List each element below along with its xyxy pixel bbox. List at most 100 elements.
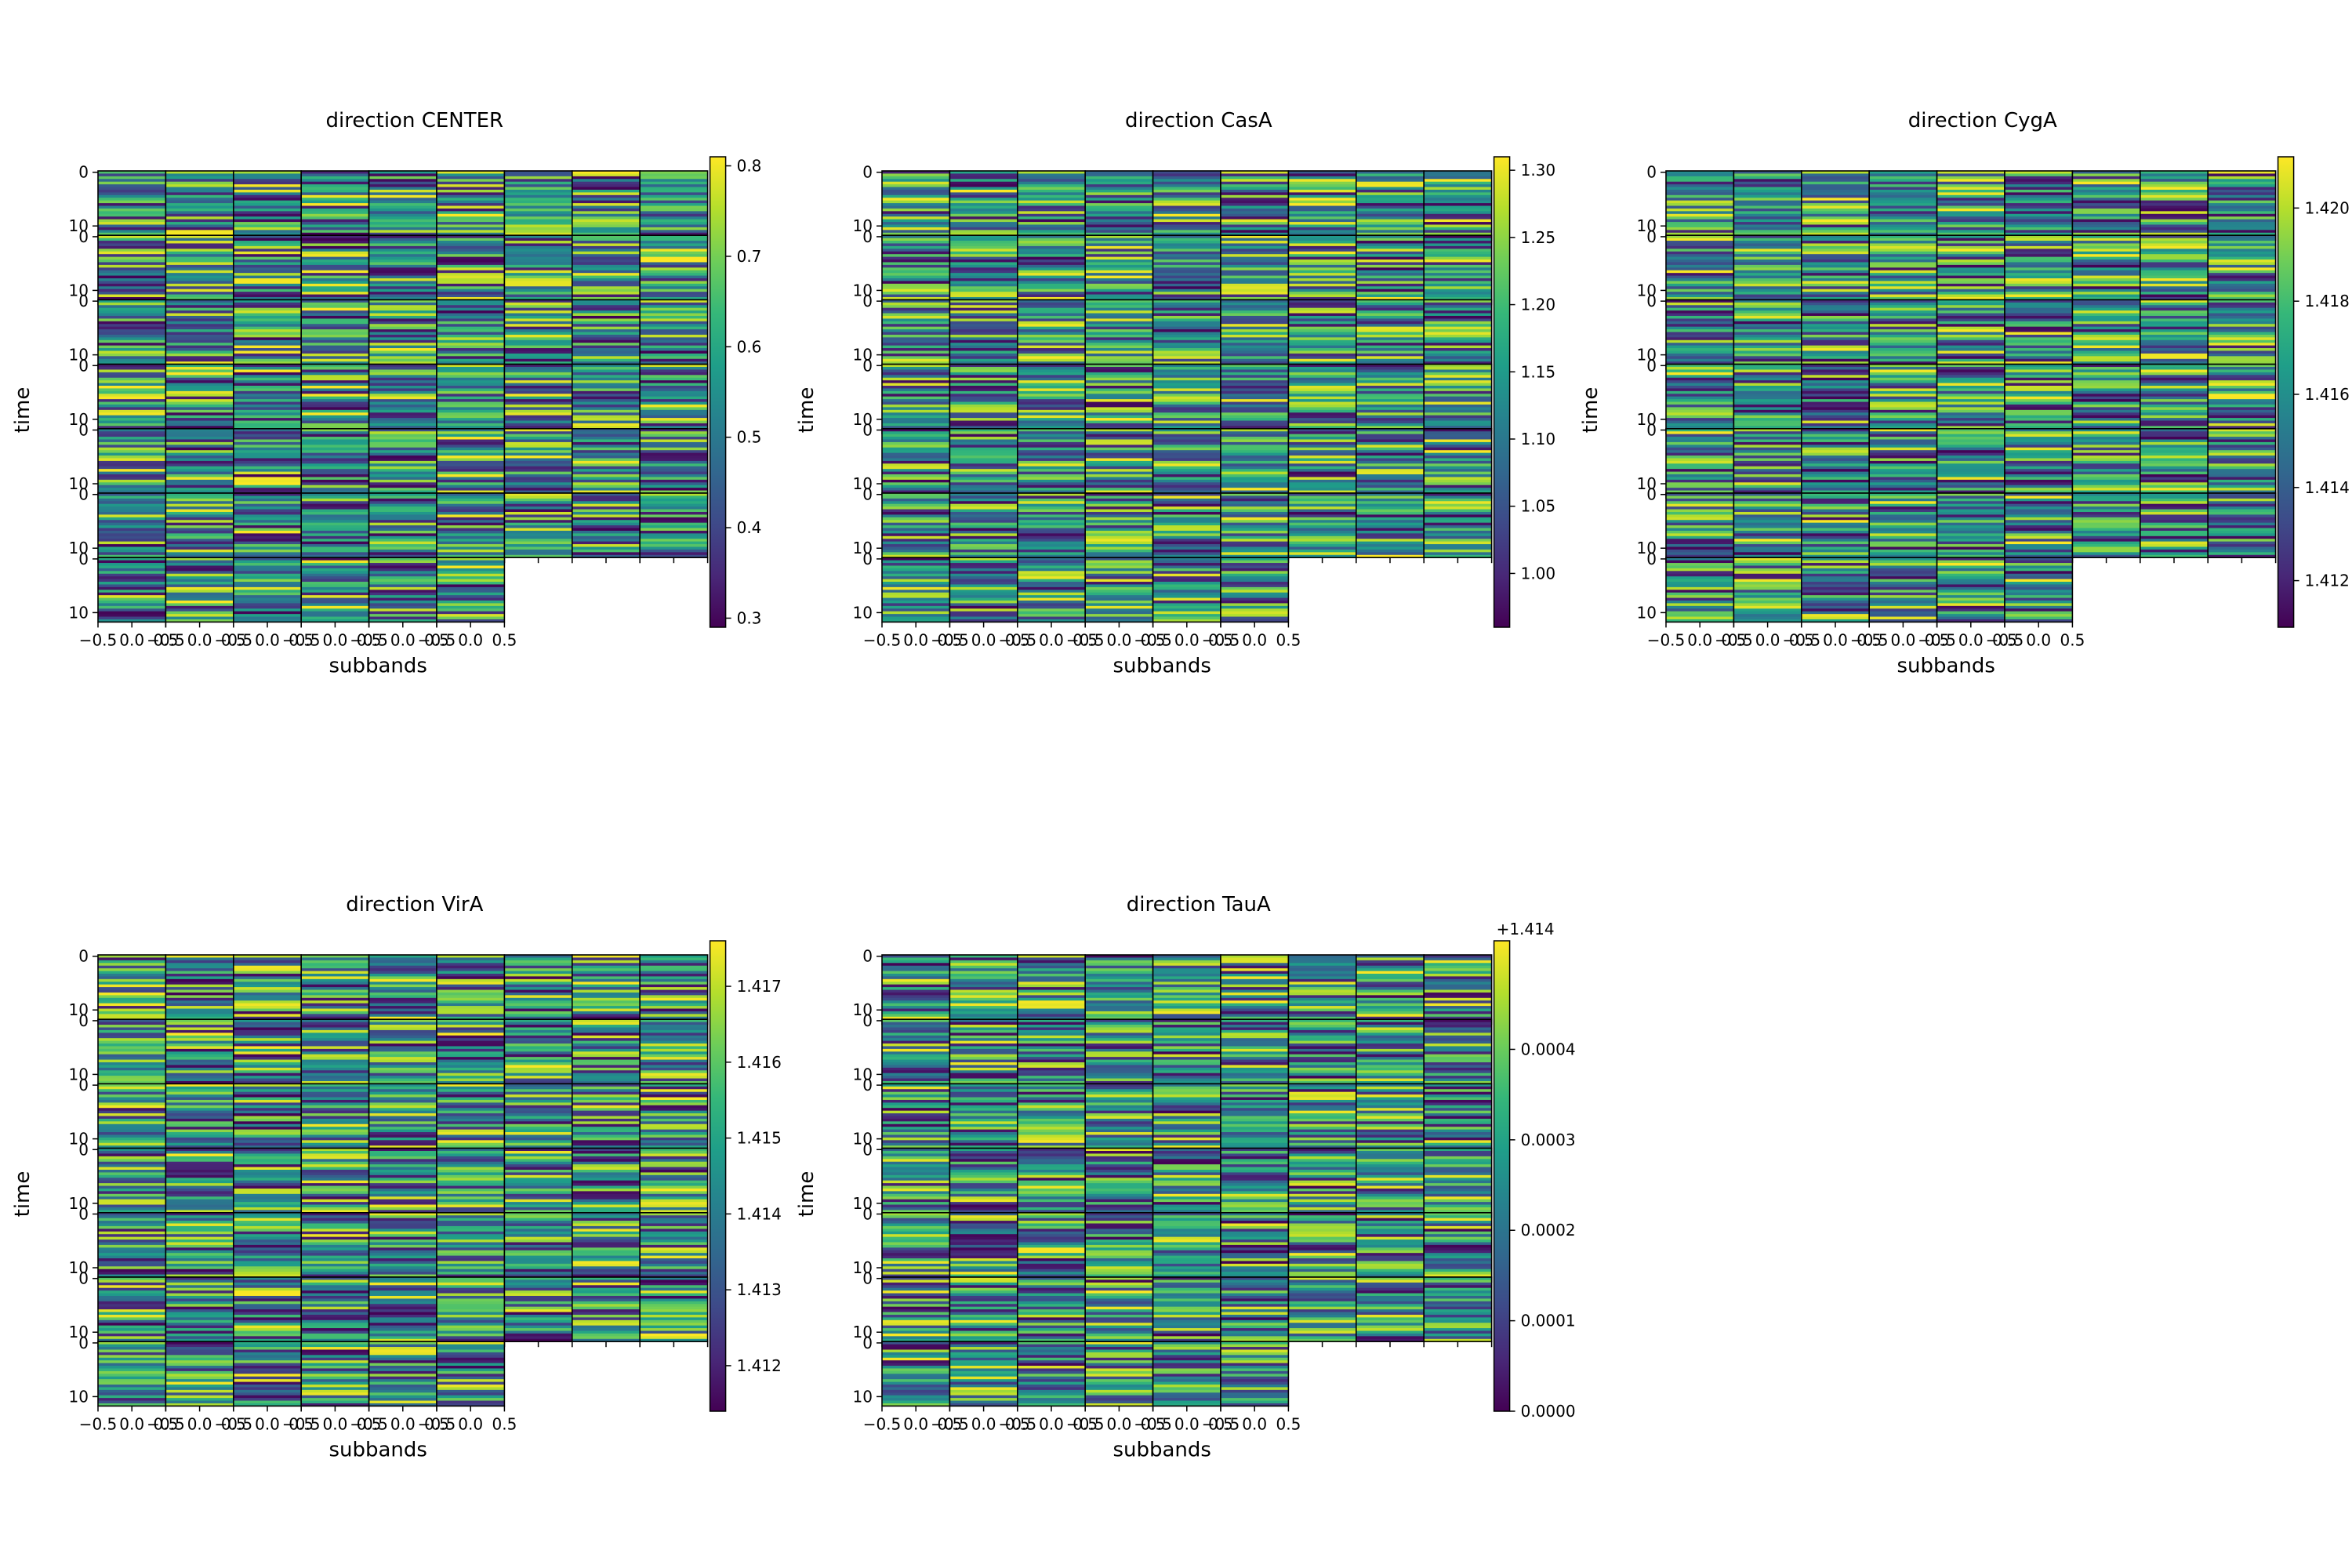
heatmap-cell: [1356, 189, 1425, 193]
heatmap-cell: [504, 329, 572, 332]
heatmap-cell: [165, 273, 234, 276]
heatmap-cell: [1356, 232, 1425, 236]
heatmap-cell: [2005, 181, 2073, 185]
heatmap-cell: [2208, 283, 2276, 287]
heatmap-cell: [368, 447, 437, 451]
heatmap-cell: [2140, 517, 2209, 521]
heatmap-cell: [2140, 488, 2209, 491]
heatmap-cell: [437, 477, 505, 481]
heatmap-cell: [2140, 286, 2209, 290]
heatmap-cell: [368, 321, 437, 325]
heatmap-cell: [1152, 530, 1221, 534]
heatmap-cell: [301, 222, 369, 225]
heatmap-cell: [949, 441, 1018, 445]
heatmap-cell: [1666, 498, 1734, 502]
heatmap-cell: [165, 388, 234, 392]
heatmap-cell: [1085, 485, 1153, 488]
heatmap-cell: [2140, 456, 2209, 459]
heatmap-cell: [2005, 273, 2073, 276]
heatmap-cell: [2072, 375, 2140, 379]
heatmap-cell: [1666, 409, 1734, 413]
heatmap-cell: [98, 535, 166, 539]
heatmap-cell: [2208, 264, 2276, 268]
heatmap-cell: [165, 227, 234, 230]
heatmap-cell: [1869, 307, 1937, 311]
heatmap-cell: [98, 203, 166, 206]
heatmap-cell: [882, 619, 950, 622]
heatmap-cell: [233, 568, 302, 572]
heatmap-cell: [1085, 205, 1153, 209]
heatmap-cell: [2140, 501, 2209, 505]
heatmap-cell: [1356, 345, 1425, 349]
heatmap-cell: [1869, 441, 1937, 445]
heatmap-cell: [368, 224, 437, 228]
heatmap-cell: [504, 466, 572, 470]
heatmap-cell: [572, 286, 641, 290]
heatmap-cell: [949, 409, 1018, 413]
heatmap-cell: [98, 213, 166, 217]
heatmap-cell: [1085, 549, 1153, 553]
heatmap-cell: [1733, 219, 1802, 223]
heatmap-cell: [1085, 401, 1153, 405]
heatmap-cell: [2208, 463, 2276, 467]
heatmap-cell: [368, 568, 437, 572]
heatmap-cell: [1017, 399, 1086, 402]
heatmap-cell: [2005, 509, 2073, 513]
heatmap-cell: [504, 211, 572, 215]
heatmap-cell: [2005, 251, 2073, 255]
heatmap-cell: [504, 428, 572, 432]
heatmap-cell: [1936, 339, 2005, 343]
heatmap-cell: [1221, 579, 1289, 583]
heatmap-cell: [1733, 401, 1802, 405]
heatmap-cell: [1288, 329, 1356, 332]
colorbar-tick-label: 0.3: [737, 608, 762, 627]
heatmap-cell: [233, 506, 302, 510]
heatmap-cell: [1221, 377, 1289, 381]
heatmap-cell: [1666, 509, 1734, 513]
chart-title: direction CENTER: [325, 109, 503, 132]
heatmap-cell: [1424, 249, 1492, 252]
heatmap-cell: [165, 471, 234, 475]
heatmap-cell: [165, 302, 234, 306]
heatmap-cell: [1221, 235, 1289, 239]
heatmap-cell: [572, 356, 641, 360]
heatmap-cell: [301, 383, 369, 387]
heatmap-cell: [949, 539, 1018, 543]
heatmap-cell: [640, 541, 708, 545]
heatmap-cell: [1801, 238, 1870, 241]
heatmap-cell: [1017, 474, 1086, 477]
heatmap-cell: [1152, 222, 1221, 225]
heatmap-cell: [572, 345, 641, 349]
heatmap-cell: [2072, 171, 2140, 174]
heatmap-cell: [98, 375, 166, 379]
heatmap-cell: [165, 198, 234, 201]
heatmap-cell: [949, 565, 1018, 569]
heatmap-cell: [165, 428, 234, 432]
heatmap-cell: [882, 563, 950, 566]
heatmap-cell: [1085, 456, 1153, 459]
heatmap-cell: [1288, 181, 1356, 185]
heatmap-cell: [2072, 313, 2140, 317]
heatmap-cell: [1936, 329, 2005, 332]
heatmap-cell: [1221, 348, 1289, 351]
heatmap-cell: [1288, 549, 1356, 553]
heatmap-cell: [1424, 176, 1492, 180]
heatmap-cell: [1801, 171, 1870, 174]
heatmap-cell: [2072, 243, 2140, 247]
heatmap-cell: [233, 345, 302, 349]
heatmap-cell: [1221, 544, 1289, 547]
heatmap-cell: [949, 227, 1018, 230]
heatmap-cell: [1221, 324, 1289, 328]
heatmap-cell: [233, 469, 302, 472]
heatmap-cell: [504, 456, 572, 459]
heatmap-cell: [1666, 267, 1734, 271]
heatmap-cell: [2140, 329, 2209, 332]
heatmap-cell: [2140, 211, 2209, 215]
heatmap-cell: [98, 439, 166, 443]
heatmap-cell: [1221, 350, 1289, 354]
heatmap-cell: [949, 310, 1018, 314]
heatmap-cell: [368, 390, 437, 394]
heatmap-cell: [1152, 554, 1221, 558]
heatmap-cell: [233, 249, 302, 252]
heatmap-cell: [2072, 388, 2140, 392]
